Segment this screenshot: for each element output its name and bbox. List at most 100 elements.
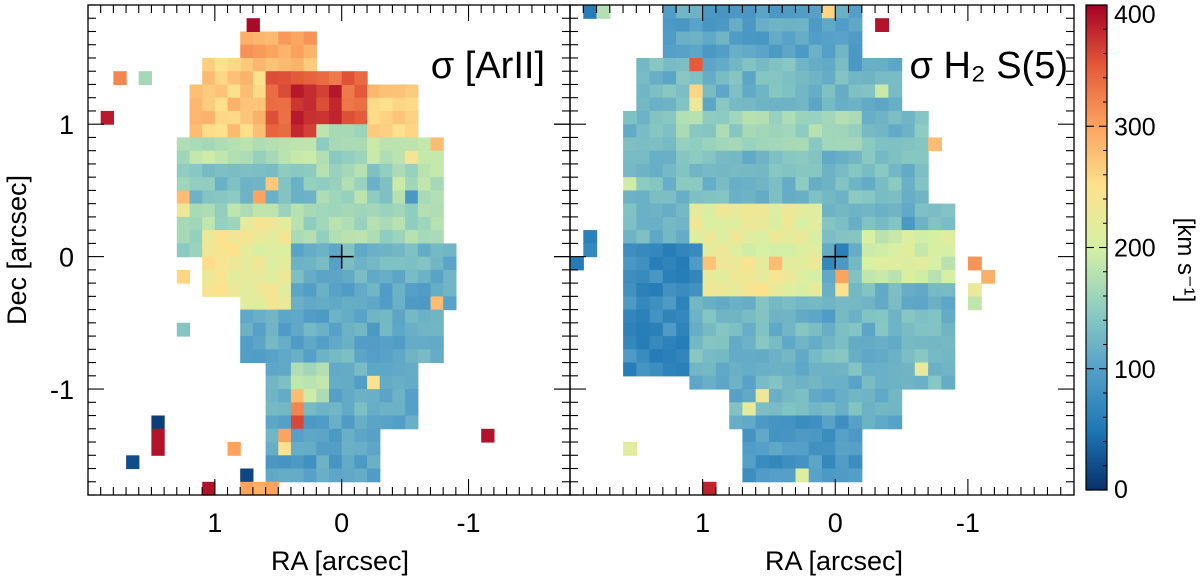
arii-map-pixel — [265, 362, 279, 377]
arii-map-pixel — [202, 97, 216, 112]
arii-map-pixel — [227, 71, 241, 85]
h2-map-pixel — [755, 468, 770, 483]
h2-map-pixel — [875, 124, 889, 138]
arii-map-pixel — [316, 442, 330, 456]
h2-map-pixel — [689, 44, 704, 59]
h2-map-pixel — [742, 58, 757, 72]
h2-map-pixel — [662, 190, 677, 205]
h2-map-pixel — [636, 322, 651, 337]
h2-map-pixel — [755, 31, 770, 46]
h2-map-pixel — [755, 309, 770, 324]
arii-map-pixel — [341, 110, 355, 125]
arii-map-pixel — [405, 163, 419, 178]
h2-map-pixel — [768, 5, 783, 19]
h2-map-pixel — [848, 163, 863, 178]
h2-map-pixel — [914, 163, 929, 178]
arii-map-pixel — [367, 124, 381, 138]
h2-map-pixel — [941, 269, 956, 284]
h2-map-pixel — [795, 44, 810, 59]
h2-map-pixel — [662, 31, 677, 46]
arii-map-pixel — [240, 309, 254, 324]
h2-map-pixel — [848, 455, 863, 470]
h2-map-pixel — [689, 269, 704, 284]
h2-map-pixel — [795, 163, 810, 178]
arii-map-pixel — [240, 296, 254, 311]
arii-map-pixel — [265, 216, 279, 231]
h2-map-pixel — [702, 230, 717, 244]
arii-map-pixel — [316, 110, 330, 125]
h2-map-pixel — [662, 269, 677, 284]
h2-map-pixel — [768, 375, 783, 390]
h2-map-pixel — [715, 349, 730, 364]
arii-map-pixel — [265, 44, 279, 59]
h2-map-pixel — [835, 58, 850, 72]
arii-map-pixel — [341, 269, 355, 284]
h2-map-pixel — [888, 163, 903, 178]
h2-map-pixel — [835, 203, 850, 218]
h2-map-pixel — [782, 336, 797, 350]
h2-map-pixel — [768, 97, 783, 112]
arii-map-pixel — [202, 481, 216, 496]
arii-map-pixel — [265, 256, 279, 271]
arii-map-pixel — [290, 216, 305, 231]
h2-pixel-map — [570, 5, 996, 496]
h2-map-pixel — [835, 243, 850, 258]
arii-map-pixel — [341, 256, 355, 271]
arii-map-pixel — [252, 481, 267, 496]
h2-map-pixel — [782, 243, 797, 258]
h2-map-pixel — [689, 97, 704, 112]
h2-map-pixel — [795, 71, 810, 85]
arii-map-pixel — [341, 455, 355, 470]
h2-map-pixel — [861, 362, 876, 377]
h2-map-pixel — [768, 402, 783, 417]
arii-map-pixel — [392, 216, 406, 231]
arii-map-pixel — [367, 97, 381, 112]
arii-map-pixel — [240, 71, 254, 85]
h2-map-pixel — [768, 137, 783, 152]
h2-map-pixel — [649, 243, 664, 258]
arii-map-pixel — [379, 336, 393, 350]
arii-map-pixel — [240, 481, 254, 496]
h2-map-pixel — [835, 375, 850, 390]
h2-map-pixel — [941, 256, 956, 271]
arii-map-pixel — [405, 110, 419, 125]
arii-map-pixel — [392, 137, 406, 152]
h2-map-pixel — [901, 269, 916, 284]
arii-map-pixel — [443, 243, 457, 258]
h2-map-pixel — [795, 415, 810, 430]
colorbar-tick-label: 200 — [1114, 235, 1156, 263]
arii-map-pixel — [240, 124, 254, 138]
h2-map-pixel — [782, 256, 797, 271]
arii-map-pixel — [290, 322, 305, 337]
h2-map-pixel — [729, 296, 744, 311]
h2-map-pixel — [848, 230, 863, 244]
arii-map-pixel — [214, 177, 229, 191]
arii-map-pixel — [278, 97, 292, 112]
h2-map-pixel — [623, 336, 637, 350]
h2-ticks: 1 0 -1 — [554, 4, 1075, 538]
h2-map-pixel — [848, 84, 863, 99]
arii-map-pixel — [252, 230, 267, 244]
arii-map-pixel — [392, 163, 406, 178]
h2-map-pixel — [848, 243, 863, 258]
h2-map-pixel — [914, 349, 929, 364]
arii-map-pixel — [354, 256, 368, 271]
h2-map-pixel — [835, 455, 850, 470]
h2-map-pixel — [888, 336, 903, 350]
arii-map-pixel — [240, 150, 254, 165]
h2-map-pixel — [636, 216, 651, 231]
h2-map-pixel — [822, 455, 836, 470]
h2-map-pixel — [676, 5, 690, 19]
arii-map-pixel — [214, 84, 229, 99]
h2-map-pixel — [848, 203, 863, 218]
h2-map-pixel — [875, 349, 889, 364]
h2-map-pixel — [768, 110, 783, 125]
arii-map-pixel — [341, 349, 355, 364]
arii-map-pixel — [405, 177, 419, 191]
arii-map-pixel — [240, 283, 254, 297]
h2-map-pixel — [782, 455, 797, 470]
h2-map-pixel — [914, 269, 929, 284]
h2-map-pixel — [755, 216, 770, 231]
h2-map-pixel — [808, 283, 823, 297]
arii-map-pixel — [265, 481, 279, 496]
